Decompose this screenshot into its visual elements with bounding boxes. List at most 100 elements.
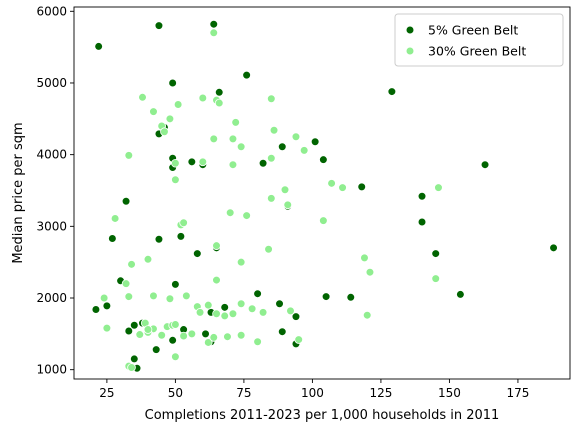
data-point: [365, 267, 375, 277]
data-point: [193, 249, 202, 258]
data-point: [434, 183, 443, 192]
data-point: [138, 93, 147, 102]
data-point: [280, 185, 290, 195]
data-point: [417, 191, 427, 201]
legend-label: 30% Green Belt: [428, 44, 526, 59]
data-point: [182, 291, 191, 301]
data-point: [99, 293, 109, 303]
y-axis-label: Median price per sqm: [11, 122, 26, 263]
x-tick-label: 50: [168, 386, 183, 400]
data-point: [236, 142, 246, 152]
data-point: [171, 175, 180, 185]
data-point: [242, 211, 251, 220]
data-point: [168, 78, 177, 88]
data-point: [154, 21, 164, 30]
data-point: [214, 98, 224, 108]
y-tick-label: 4000: [36, 148, 67, 162]
data-point: [149, 107, 158, 116]
data-point: [127, 260, 136, 269]
data-point: [94, 42, 103, 51]
data-point: [236, 299, 246, 309]
data-point: [387, 87, 397, 96]
data-point: [135, 330, 145, 339]
x-tick-label: 75: [236, 386, 251, 400]
data-point: [283, 200, 293, 210]
data-point: [143, 325, 153, 334]
data-point: [228, 309, 238, 319]
data-point: [253, 337, 262, 347]
data-point: [124, 151, 134, 160]
data-point: [212, 309, 221, 319]
data-point: [203, 338, 213, 347]
data-point: [151, 345, 161, 354]
data-point: [277, 327, 287, 336]
data-point: [264, 244, 273, 254]
data-point: [549, 243, 558, 253]
legend-box: [394, 13, 564, 67]
data-point: [171, 158, 180, 168]
plot-frame: [73, 6, 571, 380]
data-point: [121, 279, 131, 288]
data-point: [228, 134, 238, 144]
data-point: [203, 300, 213, 310]
y-tick-label: 3000: [36, 219, 67, 233]
series-thirty-percent-green-belt: [99, 28, 443, 372]
legend-marker: [405, 46, 415, 56]
data-point: [346, 292, 356, 302]
x-tick-label: 150: [438, 386, 461, 400]
data-point: [110, 214, 120, 223]
data-point: [286, 306, 295, 316]
data-point: [209, 333, 219, 342]
data-point: [247, 304, 257, 314]
data-point: [431, 274, 441, 283]
data-point: [327, 179, 336, 188]
data-point: [277, 142, 287, 152]
y-tick-label: 5000: [36, 76, 67, 90]
data-point: [149, 291, 158, 301]
data-point: [321, 292, 331, 301]
data-point: [291, 312, 301, 321]
data-point: [171, 320, 180, 329]
plot-points: [91, 19, 558, 373]
data-point: [173, 100, 183, 109]
data-point: [338, 183, 347, 192]
data-point: [269, 125, 279, 135]
data-point: [209, 134, 219, 144]
data-point: [168, 335, 177, 345]
data-point: [242, 70, 251, 80]
data-point: [198, 157, 208, 167]
data-point: [225, 208, 235, 218]
data-point: [319, 216, 328, 225]
data-point: [157, 330, 166, 340]
data-point: [154, 234, 164, 244]
data-point: [143, 255, 153, 264]
data-point: [362, 310, 372, 320]
data-point: [267, 194, 276, 203]
data-point: [195, 308, 205, 317]
data-point: [160, 127, 169, 137]
data-point: [319, 155, 328, 164]
data-point: [275, 299, 284, 309]
data-point: [267, 153, 276, 163]
data-point: [258, 308, 268, 317]
data-point: [417, 217, 427, 227]
x-tick-label: 25: [99, 386, 114, 400]
data-point: [258, 158, 268, 168]
data-point: [236, 330, 246, 340]
data-point: [299, 146, 309, 155]
data-point: [91, 305, 101, 314]
data-point: [127, 363, 136, 372]
legend-marker: [405, 25, 415, 35]
x-tick-label: 175: [506, 386, 529, 400]
y-tick-label: 1000: [36, 363, 67, 377]
data-point: [228, 160, 238, 169]
y-axis: 1000 2000 3000 4000 5000 6000: [36, 4, 74, 377]
data-point: [171, 280, 180, 289]
y-tick-label: 6000: [36, 4, 67, 18]
x-axis: 25 50 75 100 125 150 175: [99, 379, 529, 400]
data-point: [187, 329, 197, 339]
data-point: [209, 19, 219, 29]
legend-label: 5% Green Belt: [428, 23, 518, 38]
data-point: [176, 232, 186, 241]
